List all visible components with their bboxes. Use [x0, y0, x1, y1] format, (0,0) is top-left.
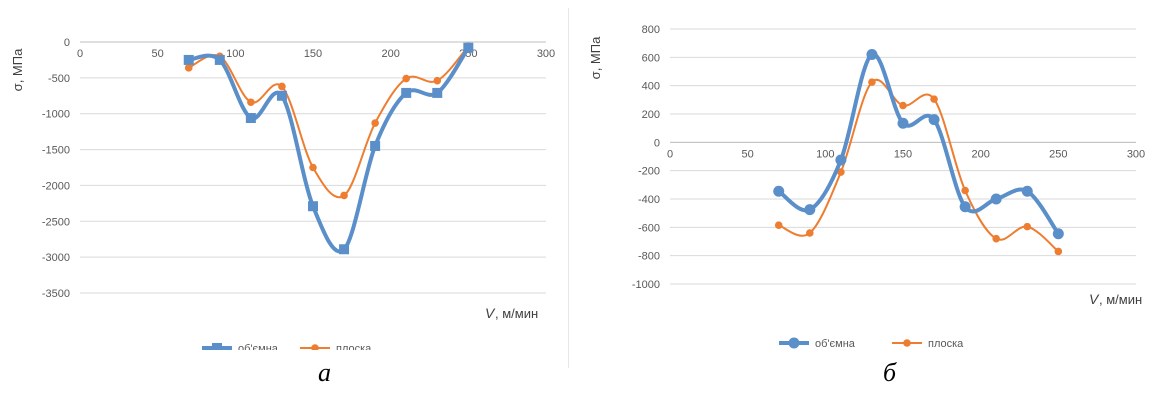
x-tick-label: 150: [304, 48, 322, 60]
data-point: [214, 54, 225, 65]
y-tick-label: 0: [654, 137, 660, 149]
x-tick-label: 50: [152, 48, 164, 60]
data-point: [774, 221, 783, 230]
x-tick-label: 250: [1049, 148, 1067, 160]
chart-b-svg: 800 600 400 200 0 -200 -400 -600 -800 -1000 0 50 100…: [588, 24, 1145, 350]
data-point: [463, 42, 474, 53]
legend-marker: [903, 339, 911, 347]
x-tick-label: 100: [226, 48, 244, 60]
data-point: [433, 76, 442, 85]
data-point: [837, 168, 845, 176]
y-tick-label: -400: [638, 194, 660, 206]
data-point: [371, 119, 379, 127]
x-axis-label-var: V: [485, 305, 496, 321]
data-point: [773, 185, 785, 197]
data-point: [928, 114, 940, 126]
y-tick-label: -2500: [42, 216, 70, 228]
data-point: [992, 234, 1000, 243]
y-tick-label: 400: [642, 81, 660, 93]
y-tick-label: -200: [638, 166, 660, 178]
y-tick-label: 600: [642, 52, 660, 64]
y-tick-label: -1000: [632, 279, 660, 291]
x-tick-label: 150: [894, 148, 912, 160]
data-point: [866, 49, 878, 60]
y-axis-label: σ, МПа: [588, 36, 603, 79]
x-tick-label: 200: [381, 48, 399, 60]
series-line-0: [776, 52, 1061, 236]
data-point: [278, 82, 286, 91]
x-axis-label-var: V: [1089, 291, 1100, 307]
data-point: [804, 204, 816, 216]
series-line-0: [186, 45, 471, 254]
data-point: [402, 74, 411, 83]
data-point: [308, 201, 318, 212]
chart-panel-b: 800 600 400 200 0 -200 -400 -600 -800 -1000 0 50 100…: [572, 0, 1155, 350]
x-axis-label-unit: , м/мин: [495, 306, 538, 321]
x-axis-label-unit: , м/мин: [1099, 292, 1142, 307]
x-tick-label: 300: [1127, 148, 1145, 160]
y-axis-label: σ, МПа: [10, 48, 25, 91]
data-point: [930, 95, 938, 103]
data-point: [245, 113, 256, 124]
legend-label: об'ємна: [815, 338, 856, 350]
data-point: [339, 244, 350, 255]
legend-label: об'ємна: [238, 343, 279, 350]
caption-a: а: [318, 358, 331, 387]
data-point: [276, 90, 287, 101]
y-tick-label: -2000: [42, 180, 70, 192]
data-point: [899, 101, 907, 110]
data-point: [184, 64, 193, 72]
data-point: [432, 87, 443, 98]
y-tick-label: -3500: [42, 288, 70, 300]
x-tick-label: 300: [537, 48, 555, 60]
series-line-1: [777, 78, 1060, 253]
data-point: [183, 54, 194, 65]
legend-label: плоска: [928, 338, 964, 350]
legend-marker: [311, 344, 319, 352]
y-tick-label: -600: [638, 222, 660, 234]
data-point: [309, 163, 317, 172]
data-point: [1054, 247, 1063, 256]
data-point: [1023, 222, 1032, 231]
data-point: [806, 229, 814, 237]
caption-b: б: [883, 358, 897, 387]
chart-panel-a: 0 -500 -1000 -1500 -2000 -2500 -3000 -3500 0 50 10…: [0, 0, 565, 355]
data-point: [961, 186, 969, 195]
y-tick-label: -1000: [42, 109, 70, 121]
legend-label: плоска: [336, 343, 372, 350]
data-point: [1021, 185, 1033, 197]
data-point: [1052, 228, 1064, 240]
data-point: [370, 140, 381, 151]
y-tick-label: -800: [638, 251, 660, 263]
data-point: [401, 87, 412, 98]
chart-a-svg: 0 -500 -1000 -1500 -2000 -2500 -3000 -3500 0 50 10…: [10, 37, 555, 355]
y-tick-label: -3000: [42, 252, 70, 264]
series-line-1: [187, 45, 470, 199]
data-point: [990, 193, 1002, 205]
x-tick-label: 200: [971, 148, 989, 160]
data-point: [897, 117, 909, 129]
legend-marker: [212, 343, 222, 353]
x-tick-label: 0: [77, 48, 83, 60]
y-tick-label: -500: [48, 73, 70, 85]
data-point: [835, 154, 847, 166]
data-point: [247, 98, 255, 107]
y-tick-label: 0: [64, 37, 70, 49]
y-tick-label: 800: [642, 24, 660, 36]
y-tick-label: 200: [642, 109, 660, 121]
data-point: [959, 201, 971, 213]
legend-marker: [788, 337, 800, 349]
data-point: [340, 191, 348, 200]
x-tick-label: 100: [816, 148, 834, 160]
data-point: [868, 78, 876, 86]
y-tick-label: -1500: [42, 145, 70, 157]
x-tick-label: 0: [667, 148, 673, 160]
panel-separator: [568, 8, 569, 368]
x-tick-label: 50: [742, 148, 754, 160]
